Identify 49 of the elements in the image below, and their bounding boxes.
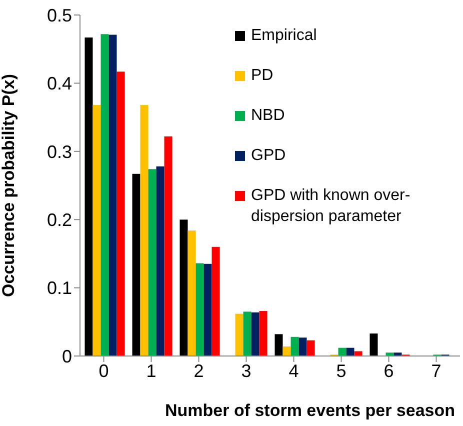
bar (100, 34, 109, 356)
y-tick-label: 0 (62, 346, 72, 366)
y-tick-label: 0.4 (46, 74, 72, 94)
x-tick-label: 7 (431, 360, 442, 381)
x-tick-label: 6 (384, 360, 394, 381)
y-tick-label: 0.1 (46, 278, 72, 298)
legend-label: PD (251, 66, 274, 86)
x-tick-label: 4 (288, 360, 299, 381)
bar (156, 166, 164, 356)
legend-label: NBD (251, 106, 285, 126)
bar (338, 348, 346, 356)
bar (346, 348, 354, 356)
bar (298, 338, 307, 356)
x-tick-label: 1 (146, 360, 156, 381)
bar (235, 314, 244, 356)
y-tick-label: 0.5 (46, 5, 72, 26)
y-axis-title: Occurrence probability P(x) (0, 74, 18, 297)
bar (306, 340, 315, 356)
bar (196, 263, 204, 356)
bar (259, 310, 268, 356)
bar (116, 72, 125, 356)
bar (84, 38, 93, 356)
x-tick-label: 2 (194, 360, 204, 381)
bar (188, 230, 196, 356)
bar (204, 264, 212, 356)
bar (290, 336, 299, 356)
bar (354, 351, 362, 356)
legend-label: GPD (251, 146, 286, 166)
bar (92, 105, 101, 356)
bar (243, 312, 252, 356)
legend-label: Empirical (251, 26, 317, 46)
bar (108, 34, 117, 356)
bar (132, 174, 140, 356)
x-tick-label: 0 (98, 360, 109, 381)
bar (274, 334, 283, 356)
x-tick-label: 5 (336, 360, 346, 381)
bar (212, 246, 220, 356)
y-tick-label: 0.3 (46, 142, 72, 162)
bar (140, 105, 148, 356)
bar (180, 220, 188, 356)
y-tick-label: 0.2 (46, 210, 72, 230)
bar (282, 346, 291, 356)
bar (370, 333, 378, 356)
bar (251, 312, 260, 356)
x-axis-title: Number of storm events per season (164, 401, 456, 420)
x-tick-label: 3 (241, 360, 252, 381)
bar (164, 136, 172, 356)
legend-label: GPD with known over-dispersion parameter (251, 186, 412, 227)
bar (148, 169, 156, 356)
